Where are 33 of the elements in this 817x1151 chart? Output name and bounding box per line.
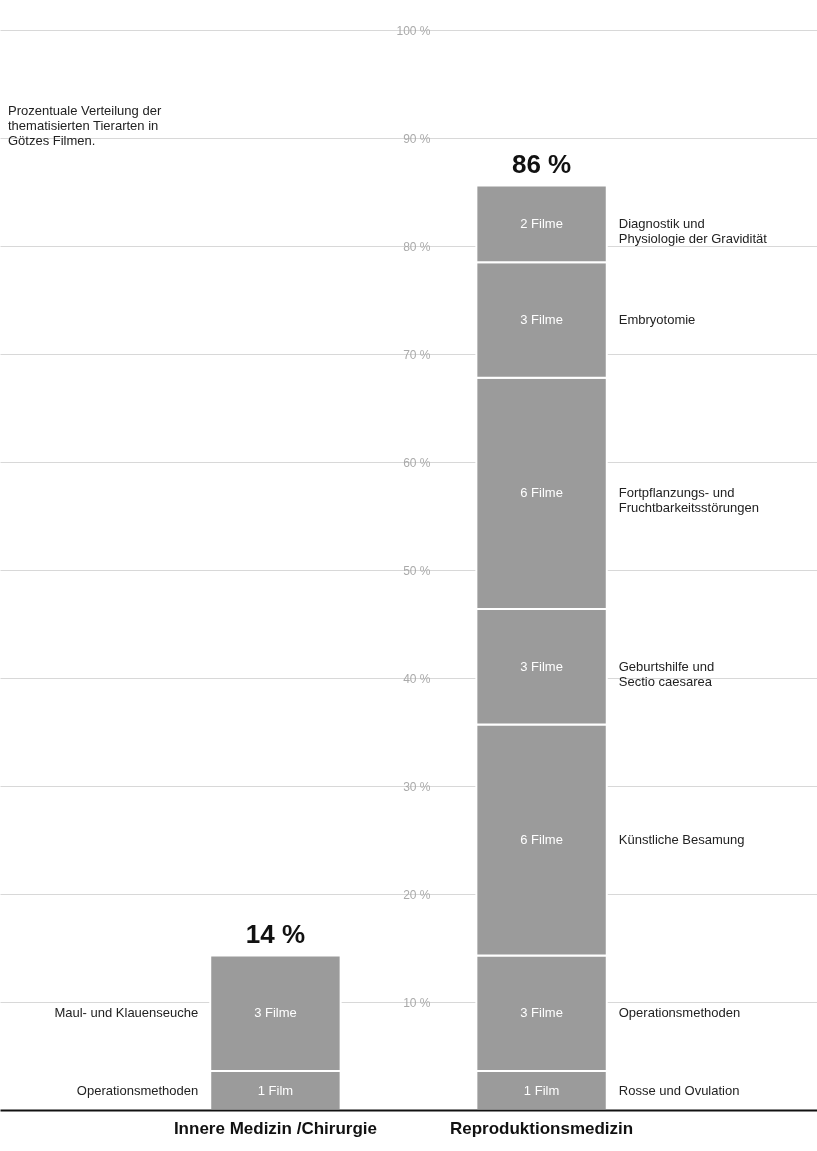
x-tick-label: Reproduktionsmedizin (449, 1118, 634, 1138)
y-tick-label: 90 % (403, 131, 431, 146)
annotation: 6 Filme (520, 832, 563, 847)
annotation: 3 Filme (520, 311, 563, 327)
y-tick-label: 30 % (403, 779, 431, 794)
x-tick-label: Innere Medizin /Chirurgie (173, 1118, 377, 1138)
annotation: 3 Filme (520, 658, 563, 674)
series-label: Diagnostik und Physiologie der Gravidität (618, 215, 768, 246)
series-label: Operationsmethoden (76, 1082, 199, 1098)
annotation: 1 Film (523, 1082, 560, 1098)
total-label: 86 % (511, 148, 572, 179)
annotation: 2 Filme (520, 215, 563, 231)
annotation: 6 Filme (520, 485, 563, 501)
y-tick-label: 80 % (403, 239, 431, 254)
y-tick-label: 100 % (396, 23, 431, 38)
series-label: Operationsmethoden (618, 1005, 741, 1021)
series-label: Maul- und Klauenseuche (54, 1005, 199, 1021)
annotation: Prozentuale Verteilung der thematisierten Tierarten in Götzes Filmen. (8, 103, 162, 148)
annotation: 3 Filme (254, 1005, 297, 1021)
series-label: Künstliche Besamung (618, 832, 745, 847)
series-label: Rosse und Ovulation (618, 1082, 740, 1098)
y-tick-label: 70 % (403, 347, 431, 362)
total-label: 14 % (245, 918, 306, 949)
series-label: Fortpflanzungs- und Fruchtbarkeitsstörungen (618, 485, 759, 516)
series-label: Geburtshilfe und Sectio caesarea (618, 658, 715, 689)
y-tick-label: 20 % (403, 887, 431, 902)
y-tick-label: 10 % (403, 995, 431, 1010)
y-tick-label: 60 % (403, 455, 431, 470)
y-tick-label: 50 % (403, 563, 431, 578)
annotation: 1 Film (257, 1082, 294, 1098)
annotation: 3 Filme (520, 1005, 563, 1021)
series-label: Embryotomie (618, 311, 696, 327)
y-tick-label: 40 % (403, 671, 431, 686)
